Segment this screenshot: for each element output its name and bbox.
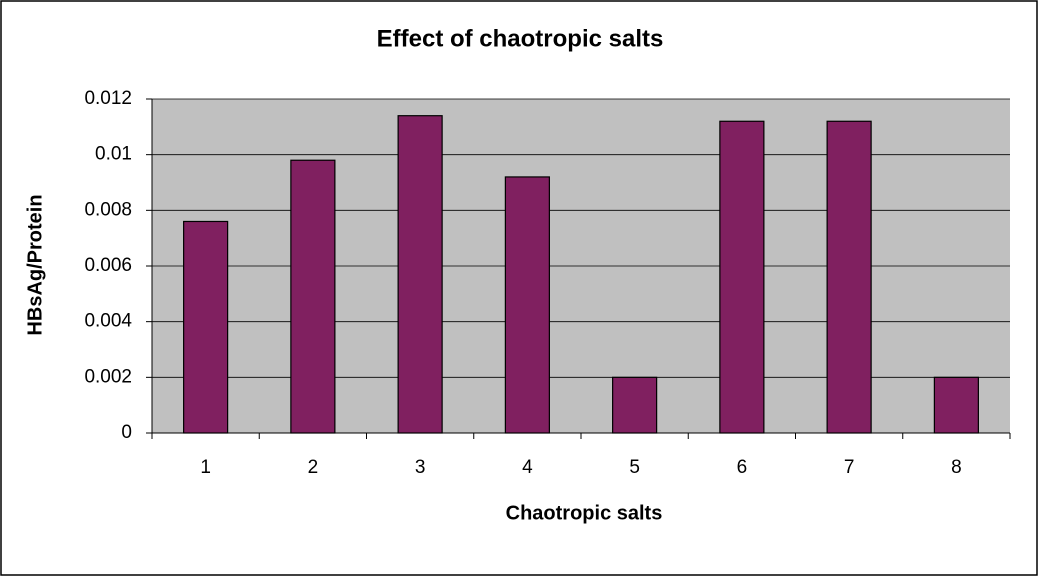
bar [504, 176, 550, 434]
x-tick-label: 5 [629, 457, 640, 478]
bar [612, 376, 658, 434]
x-tick-label: 6 [737, 457, 748, 478]
y-tick-label: 0.012 [84, 88, 132, 109]
chart-title: Effect of chaotropic salts [377, 25, 664, 52]
y-axis-title: HBsAg/Protein [24, 194, 46, 335]
bar [290, 159, 336, 434]
x-tick-label: 4 [522, 457, 533, 478]
bar [933, 376, 979, 434]
x-tick-label: 3 [415, 457, 426, 478]
x-tick-label: 8 [951, 457, 962, 478]
y-tick-label: 0.008 [84, 199, 132, 220]
bar [826, 120, 872, 434]
x-tick-label: 2 [308, 457, 319, 478]
bar [397, 115, 443, 434]
y-tick-label: 0.01 [95, 144, 132, 165]
x-tick-label: 1 [200, 457, 211, 478]
x-axis-title: Chaotropic salts [506, 502, 663, 524]
bar [183, 220, 229, 434]
y-tick-label: 0.006 [84, 255, 132, 276]
y-tick-label: 0.002 [84, 366, 132, 387]
x-tick-label: 7 [844, 457, 855, 478]
bar [719, 120, 765, 434]
y-tick-label: 0.004 [84, 311, 132, 332]
y-tick-label: 0 [121, 422, 132, 443]
